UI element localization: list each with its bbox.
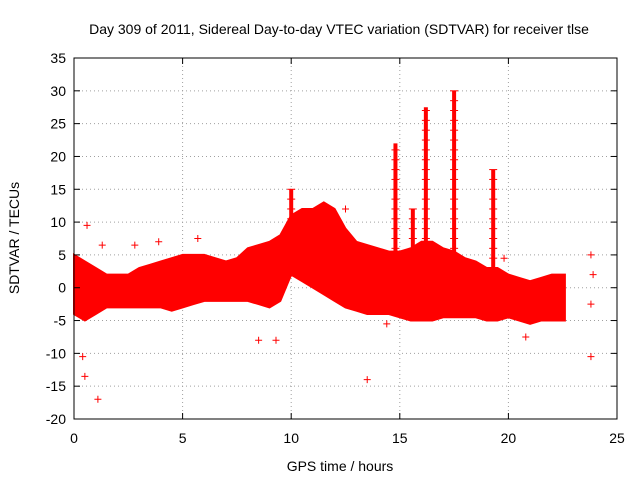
x-tick-label: 20	[501, 430, 517, 446]
y-tick-label: 10	[50, 214, 66, 230]
y-tick-label: -20	[46, 411, 66, 427]
data-point	[587, 353, 595, 361]
y-tick-label: 20	[50, 148, 66, 164]
x-tick-label: 25	[609, 430, 625, 446]
data-point	[587, 251, 595, 259]
y-tick-label: -15	[46, 378, 66, 394]
x-axis-title: GPS time / hours	[287, 458, 394, 474]
data-point	[363, 376, 371, 384]
x-tick-label: 0	[70, 430, 78, 446]
data-point	[131, 241, 139, 249]
y-tick-label: 0	[58, 280, 66, 296]
data-point	[98, 241, 106, 249]
data-point	[81, 372, 89, 380]
data-band-area	[73, 201, 566, 325]
data-point	[342, 205, 349, 213]
y-axis-title: SDTVAR / TECUs	[6, 182, 22, 294]
data-point	[383, 320, 391, 328]
x-axis-ticks: 0 5 10 15 20 25	[70, 58, 625, 446]
data-spikes	[287, 90, 498, 275]
y-tick-label: -5	[54, 313, 67, 329]
data-point	[272, 336, 280, 344]
plot-frame	[73, 57, 618, 420]
x-tick-label: 15	[392, 430, 408, 446]
data-point	[587, 300, 595, 308]
y-tick-label: 15	[50, 181, 66, 197]
data-point	[79, 353, 87, 361]
data-point	[500, 254, 508, 262]
y-tick-label: -10	[46, 345, 66, 361]
data-points	[79, 205, 597, 403]
y-tick-label: 35	[50, 50, 66, 66]
y-axis-ticks: -20 -15 -10 -5 0 5 10 15 20 25 30 35	[46, 50, 617, 427]
data-point	[94, 395, 102, 403]
data-point	[155, 238, 163, 246]
y-tick-label: 30	[50, 83, 66, 99]
chart-title: Day 309 of 2011, Sidereal Day-to-day VTE…	[89, 21, 589, 37]
data-point	[589, 271, 597, 279]
y-tick-label: 5	[58, 247, 66, 263]
data-point	[522, 333, 530, 341]
data-point	[255, 336, 263, 344]
x-tick-label: 5	[179, 430, 187, 446]
data-point	[194, 235, 202, 242]
y-tick-label: 25	[50, 116, 66, 132]
data-point	[83, 221, 91, 229]
data-band	[73, 201, 566, 325]
x-tick-label: 10	[283, 430, 299, 446]
